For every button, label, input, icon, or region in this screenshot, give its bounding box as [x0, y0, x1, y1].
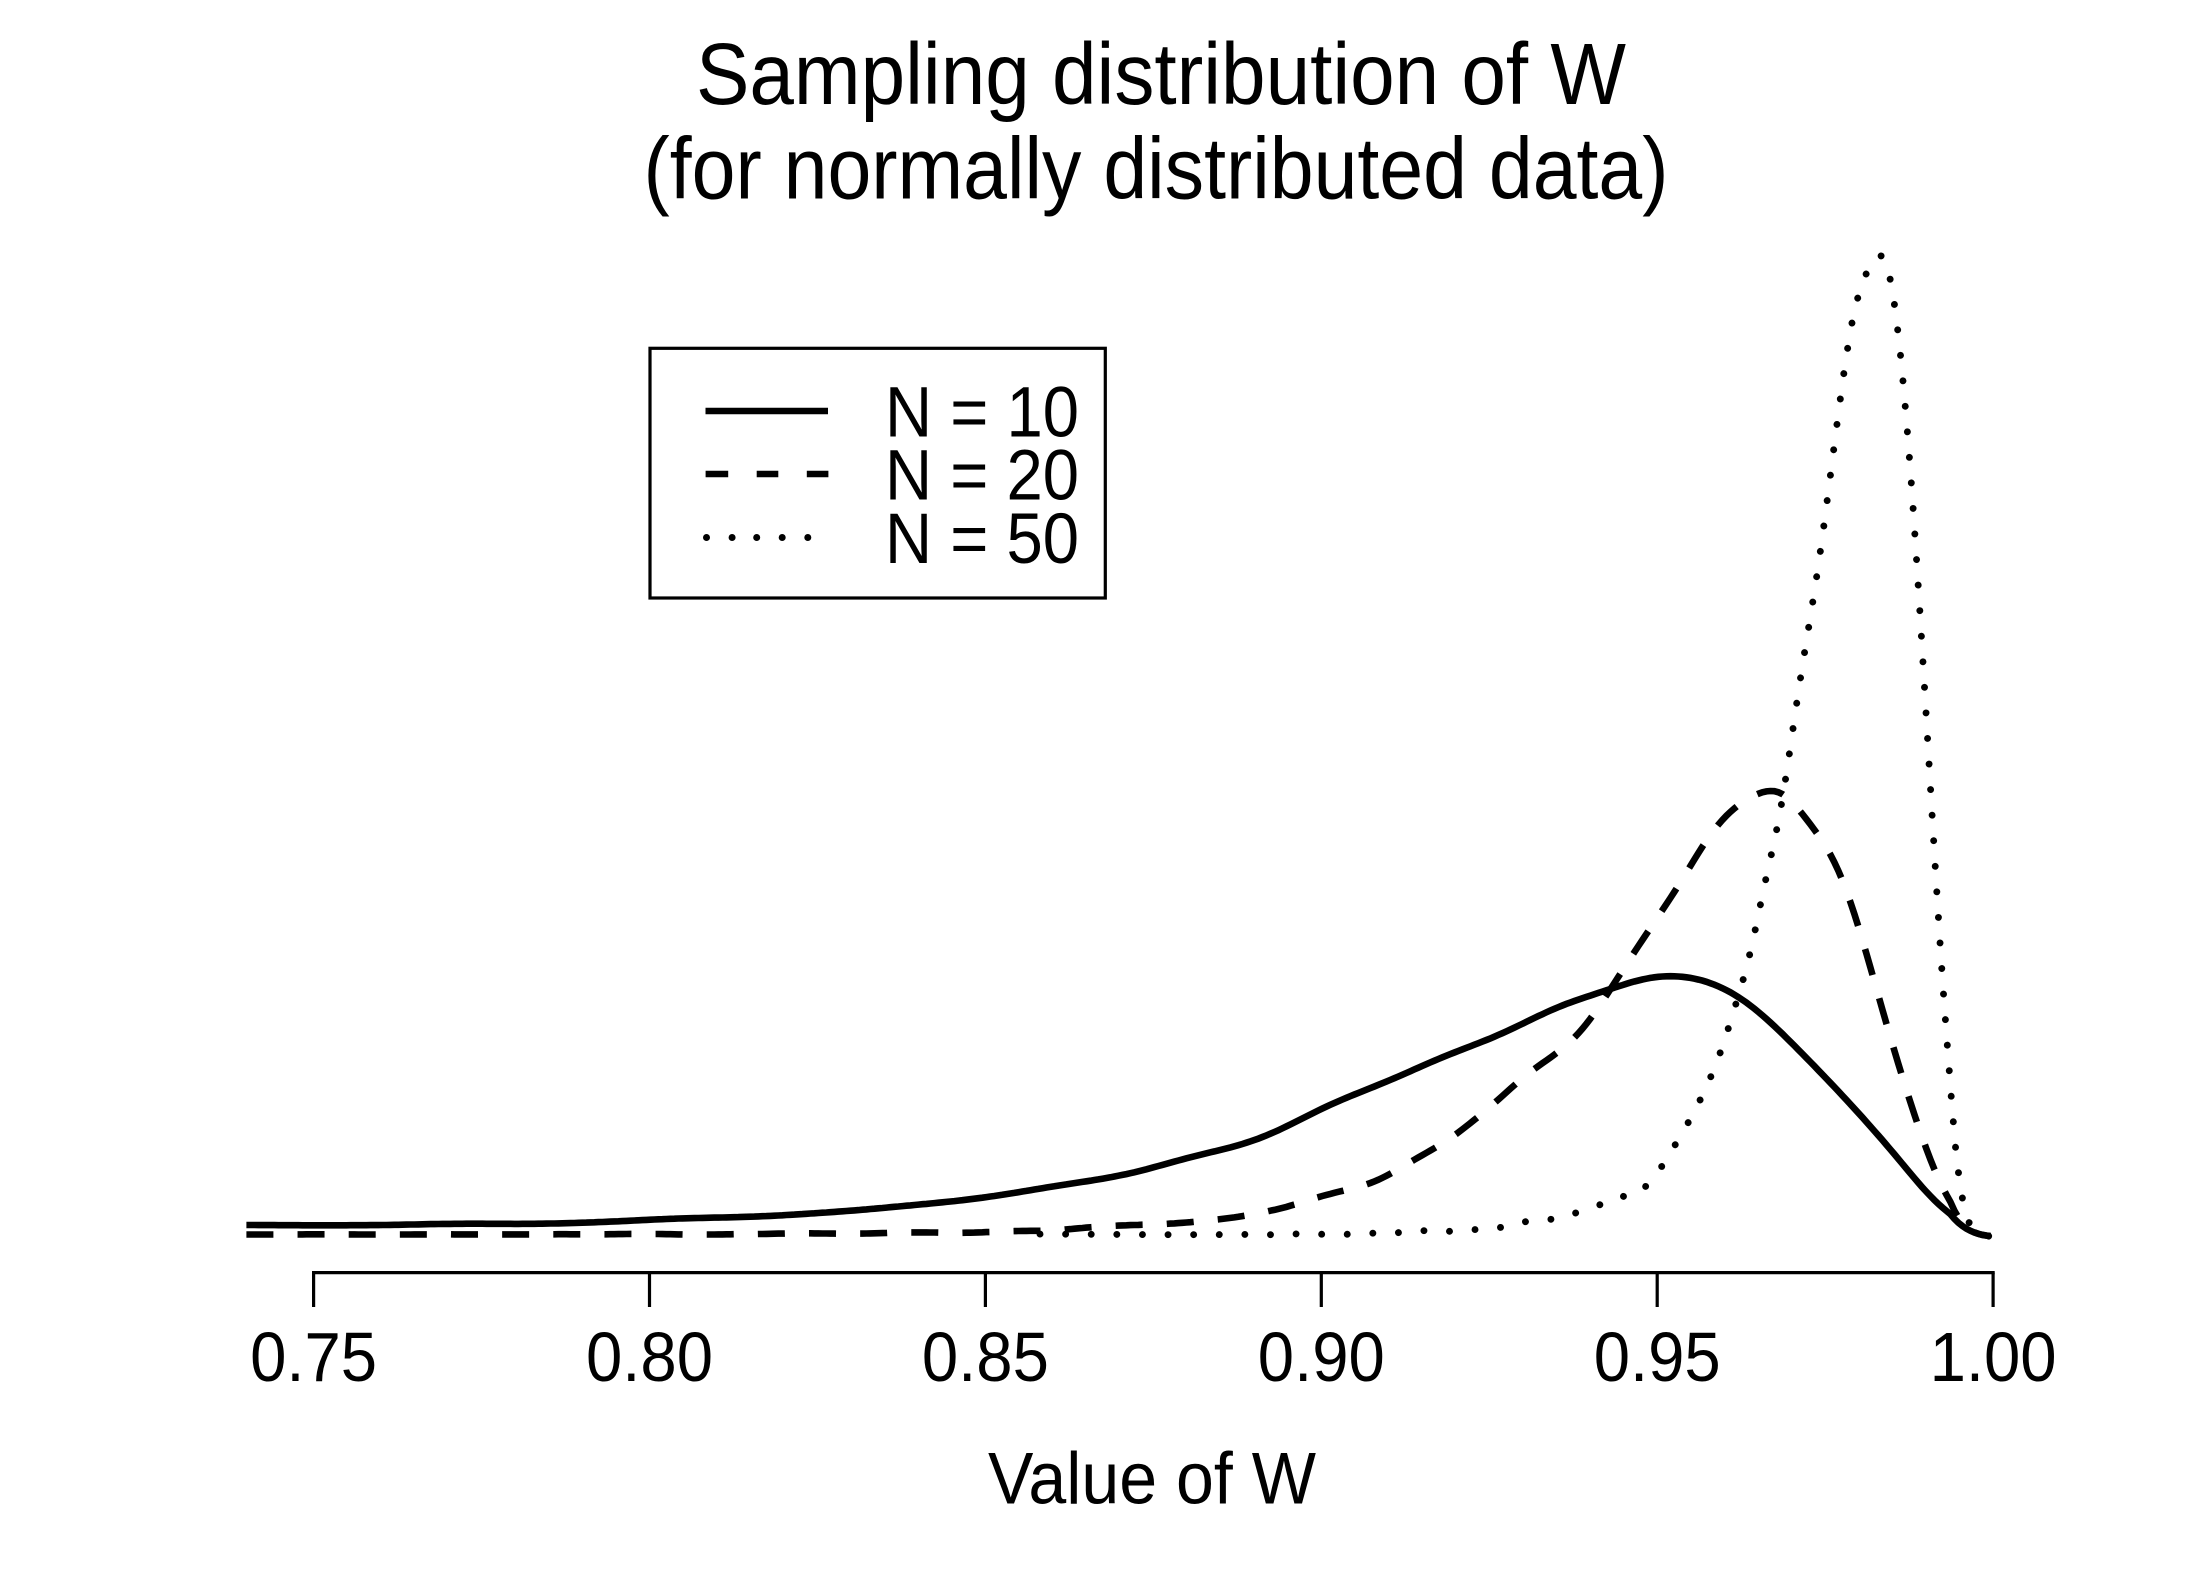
svg-text:0.90: 0.90 — [1258, 1318, 1385, 1396]
svg-text:0.95: 0.95 — [1594, 1318, 1721, 1396]
svg-text:N = 20: N = 20 — [885, 436, 1079, 515]
svg-text:0.85: 0.85 — [922, 1318, 1049, 1396]
svg-text:N = 10: N = 10 — [885, 373, 1079, 452]
svg-text:N = 50: N = 50 — [885, 500, 1079, 579]
svg-text:0.80: 0.80 — [586, 1318, 713, 1396]
svg-text:Value of W: Value of W — [988, 1439, 1316, 1520]
svg-text:0.75: 0.75 — [250, 1318, 377, 1396]
svg-text:1.00: 1.00 — [1930, 1318, 2057, 1396]
svg-text:Sampling distribution of W: Sampling distribution of W — [696, 26, 1626, 123]
svg-text:(for normally distributed data: (for normally distributed data) — [644, 121, 1669, 218]
